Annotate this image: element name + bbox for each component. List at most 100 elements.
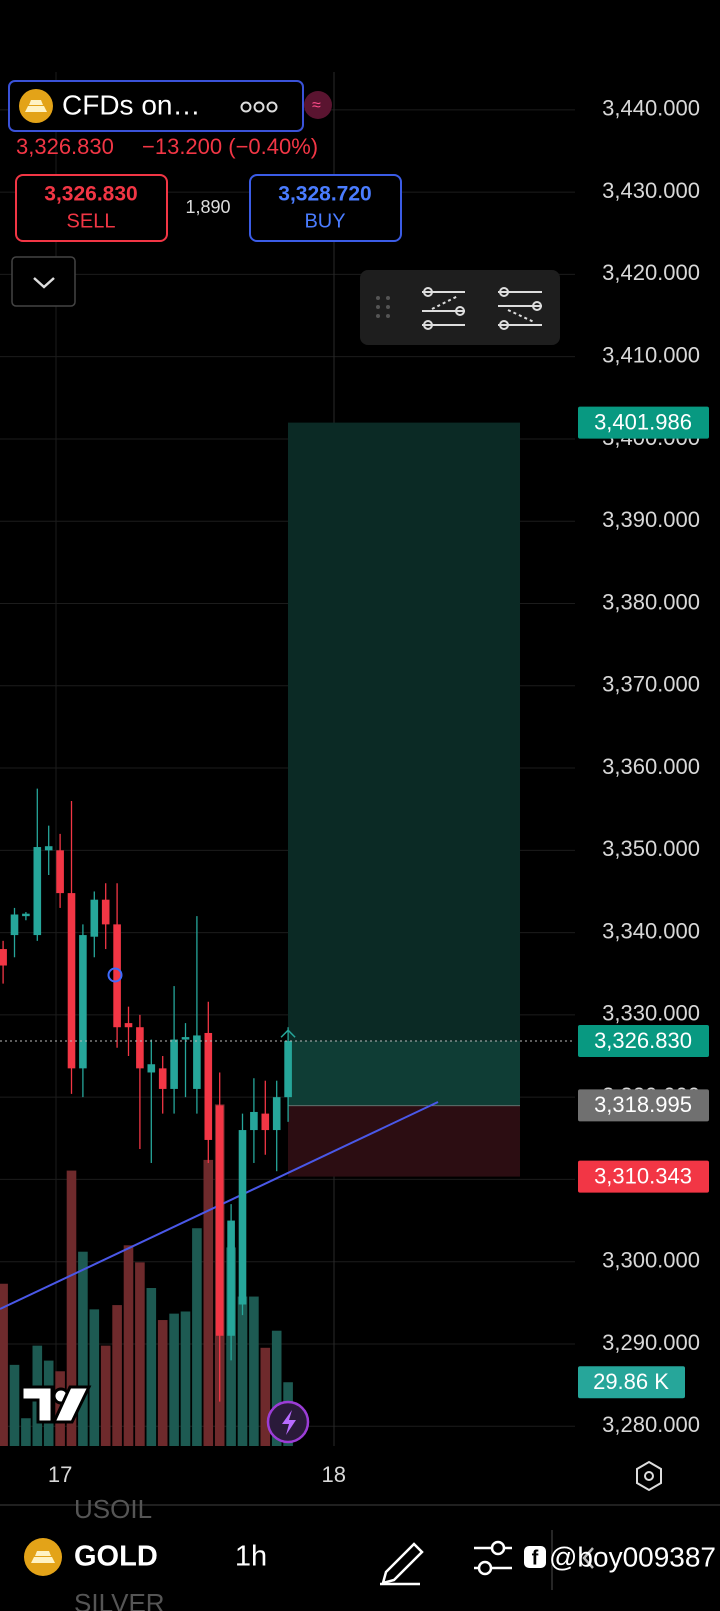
extra-icon-glyph: ≈ [312,97,321,114]
x-tick-label: 18 [321,1462,345,1487]
candle-body [10,914,19,936]
y-tick-label: 3,410.000 [602,342,700,367]
more-dot[interactable] [240,101,252,113]
volume-bar [249,1296,259,1446]
volume-bar [123,1245,134,1446]
price-label: 3,310.343 [594,1163,692,1188]
spread: 1,890 [185,197,230,217]
volume-bar [89,1309,100,1446]
candle-body [44,846,53,851]
volume-bar [112,1305,122,1446]
interval[interactable]: 1h [235,1541,267,1573]
volume-bar [203,1159,214,1446]
candle-body [204,1032,213,1140]
price-label-box [578,1160,709,1193]
volume-bar [146,1288,157,1446]
candle-body [0,949,7,966]
symbol-legend[interactable] [8,80,304,132]
candles [0,788,292,1402]
profit-zone [288,422,520,1106]
candle-body [227,1220,235,1336]
candle-body [33,847,42,936]
y-tick-label: 3,380.000 [602,589,700,614]
last-price: 3,326.830 [16,134,114,159]
back-icon[interactable] [582,1547,594,1569]
volume-bar [271,1330,282,1446]
short-position-tool[interactable] [498,287,542,330]
settings-icon-center [644,1471,654,1481]
current-profit-zone [288,1040,520,1106]
candle-body [67,893,76,1069]
symbol-below: SILVER [74,1588,165,1611]
loss-zone [288,1105,520,1177]
candle-body [261,1113,270,1131]
more-dot[interactable] [253,101,265,113]
candle-body [250,1111,258,1131]
candle-body [193,1035,201,1089]
y-tick-label: 3,280.000 [602,1412,700,1437]
volume-bar [0,1283,8,1446]
y-tick-label: 3,390.000 [602,507,700,532]
volume-bar [78,1251,88,1446]
bottom-symbol[interactable]: GOLD [74,1541,158,1573]
y-tick-label: 3,420.000 [602,260,700,285]
marker [107,967,123,983]
facebook-glyph: f [532,1547,539,1569]
volume-bar [9,1364,20,1446]
drawing-tool-icon[interactable] [380,1542,424,1586]
extra-icon[interactable] [304,91,332,119]
candle-body [215,1105,224,1336]
volume-bar [237,1296,248,1446]
y-tick-label: 3,370.000 [602,672,700,697]
symbol-above: USOIL [74,1494,152,1524]
y-tick-label: 3,440.000 [602,96,700,121]
volume-label: 29.86 K [593,1369,669,1394]
settings-icon[interactable] [636,1460,662,1492]
volume-bar [135,1262,145,1446]
volume-bar [100,1345,111,1446]
drag-handle [376,296,390,318]
price-change: −13.200 (−0.40%) [142,134,318,159]
candle-body [56,850,64,894]
price-label-box [578,1024,709,1057]
sell-price: 3,326.830 [44,183,137,206]
candle-body [238,1130,247,1305]
price-label: 3,318.995 [594,1092,692,1117]
sell-button[interactable] [15,174,168,242]
gold-icon-bars [31,1551,55,1563]
y-tick-label: 3,290.000 [602,1330,700,1355]
candle-body [284,1040,292,1098]
volume-bar [260,1347,271,1446]
candle-body [113,924,121,1028]
volume-label-box [578,1366,685,1399]
watermark: @boy009387 [549,1541,716,1572]
volume-bar [192,1228,202,1446]
more-dot[interactable] [266,101,278,113]
price-label-box [578,406,709,439]
y-tick-label: 3,430.000 [602,178,700,203]
price-label: 3,326.830 [594,1028,692,1053]
candle-body [22,913,30,917]
y-tick-label: 3,340.000 [602,918,700,943]
long-position-tool[interactable] [422,287,465,330]
tradingview-logo [20,1385,92,1424]
volume-bar [66,1170,77,1446]
buy-price: 3,328.720 [278,183,371,206]
lightning-icon [282,1410,296,1435]
collapse-button[interactable] [11,256,76,307]
buy-label: BUY [304,210,345,232]
buy-button[interactable] [249,174,402,242]
overlay: 3,401.986 3,326.830 3,318.995 3,310.343 29.8… [0,406,709,1399]
grid: 3,440.000 3,430.000 3,420.000 3,410.000 3,40… [0,96,700,1437]
candle-body [181,1037,190,1040]
candle-body [136,1027,144,1069]
volume-bar [157,1320,168,1446]
symbol-name: CFDs on… [62,89,200,120]
sell-label: SELL [67,210,116,232]
y-tick-label: 3,350.000 [602,836,700,861]
candle-body [170,1039,178,1089]
indicator-settings-icon[interactable] [474,1540,512,1576]
candle-body [272,1097,281,1131]
y-tick-label: 3,360.000 [602,754,700,779]
